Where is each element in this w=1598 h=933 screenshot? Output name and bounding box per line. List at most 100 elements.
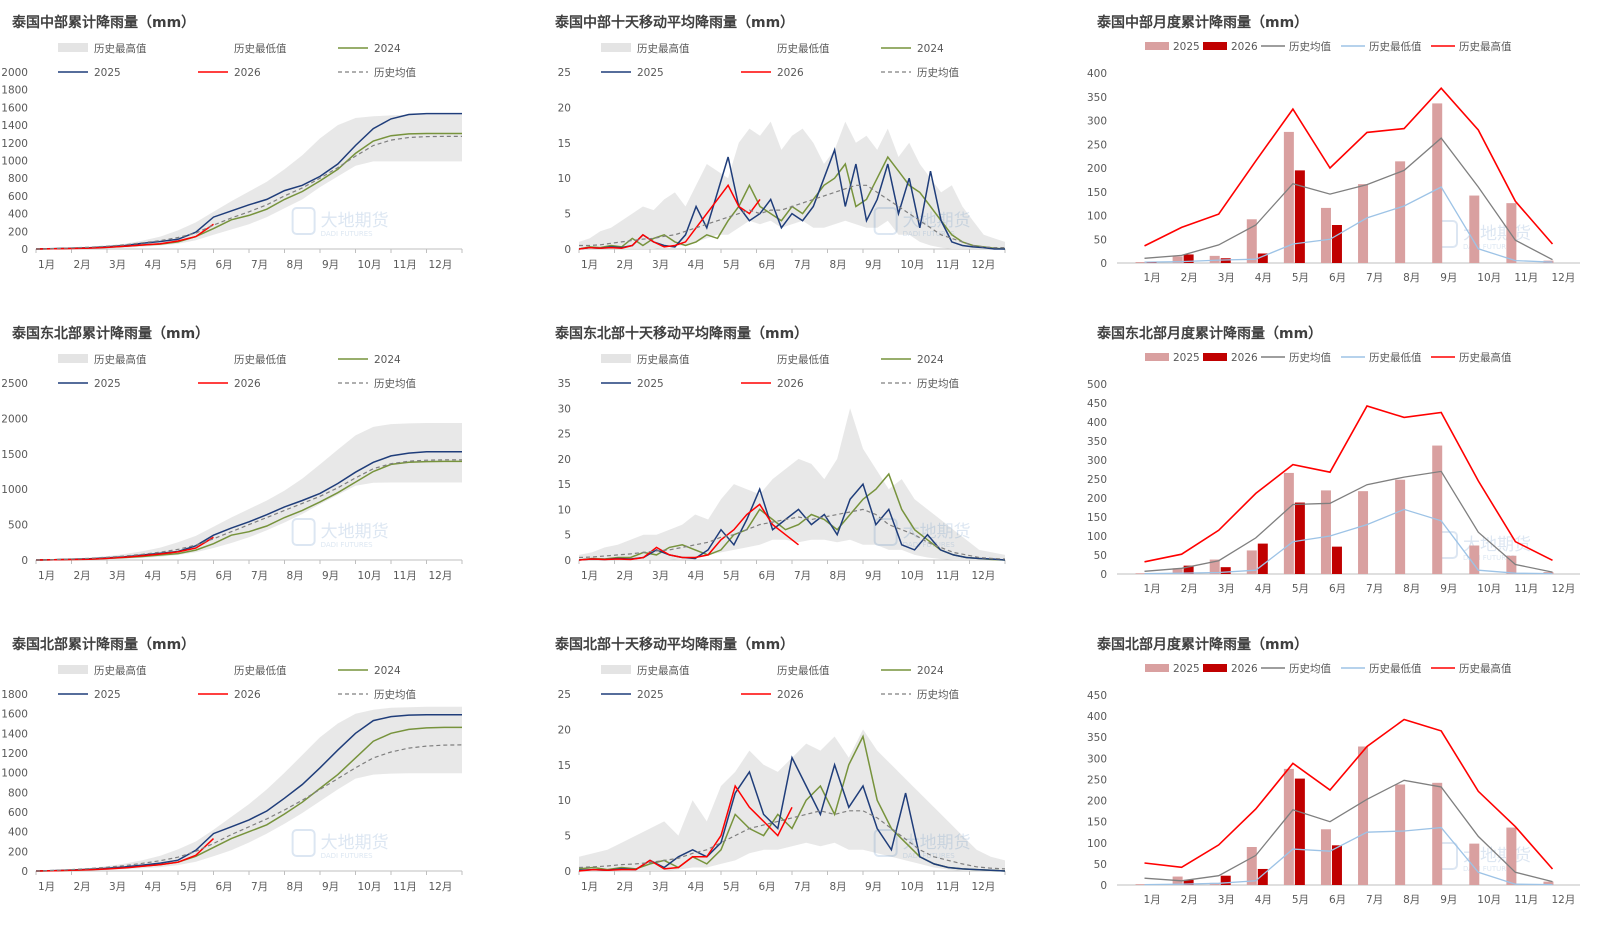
- legend-label: 2025: [94, 689, 121, 701]
- bar-2026: [1220, 567, 1231, 574]
- y-tick-label: 2000: [1, 67, 28, 79]
- y-tick-label: 0: [564, 866, 571, 878]
- x-tick-label: 7月: [251, 881, 268, 893]
- y-tick-label: 600: [8, 807, 28, 819]
- series-line-2026: [578, 503, 799, 561]
- legend-item: 2026: [198, 67, 261, 79]
- y-tick-label: 1500: [1, 449, 28, 461]
- series-line-avg: [578, 810, 1006, 870]
- x-tick-label: 11月: [1514, 894, 1538, 906]
- bar-2026: [1331, 845, 1342, 885]
- y-tick-label: 35: [558, 378, 571, 390]
- x-tick-label: 11月: [393, 570, 417, 582]
- series-line-avg: [35, 135, 462, 250]
- y-tick-label: 30: [558, 403, 571, 415]
- x-tick-label: 11月: [393, 881, 417, 893]
- legend-item: 2024: [881, 43, 944, 55]
- legend-label: 历史均值: [917, 377, 959, 390]
- bar-2025: [1469, 195, 1480, 263]
- watermark-logo: [873, 207, 898, 235]
- legend-label: 2026: [234, 378, 261, 390]
- x-tick-label: 9月: [865, 259, 882, 271]
- bar-2025: [1432, 445, 1443, 574]
- y-tick-label: 200: [8, 846, 28, 858]
- legend-item: 2025: [1145, 352, 1200, 364]
- x-tick-label: 9月: [322, 881, 339, 893]
- legend-label: 2026: [234, 689, 261, 701]
- legend-label: 历史最低值: [1369, 662, 1422, 675]
- legend-label: 2024: [374, 43, 401, 55]
- bar-2025: [1172, 568, 1183, 574]
- legend-swatch: [58, 43, 88, 52]
- x-tick-label: 9月: [1440, 894, 1457, 906]
- legend-item: 历史均值: [1261, 40, 1331, 53]
- watermark-logo: [291, 518, 316, 546]
- cumulative-chart-north: 历史最高值 历史最低值 2024 2025 2026 历史均值 0 200 400 600 800 1…: [1, 664, 463, 893]
- y-tick-label: 5: [564, 530, 571, 542]
- bar-2026: [1183, 879, 1194, 885]
- x-tick-label: 5月: [1292, 272, 1309, 284]
- x-tick-label: 6月: [759, 570, 776, 582]
- y-tick-label: 250: [1087, 139, 1107, 151]
- legend-label: 2024: [374, 354, 401, 366]
- legend-label: 历史均值: [1289, 351, 1331, 364]
- x-tick-label: 2月: [617, 881, 634, 893]
- x-tick-label: 7月: [1366, 894, 1383, 906]
- legend-item: 2026: [741, 378, 804, 390]
- y-tick-label: 800: [8, 173, 28, 185]
- legend-item: 历史均值: [1261, 351, 1331, 364]
- legend-label: 历史最高值: [94, 42, 147, 55]
- legend-item: 历史最低值: [1341, 351, 1422, 364]
- y-tick-label: 25: [558, 429, 571, 441]
- y-tick-label: 25: [558, 67, 571, 79]
- y-tick-label: 5: [564, 209, 571, 221]
- x-tick-label: 2月: [74, 881, 91, 893]
- panel-northeast-cumulative: 泰国东北部累计降雨量（mm） 历史最高值 历史最低值 2024 2025 2026 历史均…: [0, 311, 540, 621]
- x-tick-label: 2月: [1181, 583, 1198, 595]
- legend-item: 历史最高值: [58, 42, 147, 55]
- y-tick-label: 0: [564, 555, 571, 567]
- legend-swatch: [1145, 353, 1169, 361]
- line-hist-max: [1144, 405, 1553, 563]
- legend-item: 2024: [338, 43, 401, 55]
- bar-2025: [1135, 884, 1146, 885]
- legend-item: 历史均值: [338, 377, 416, 390]
- legend-item: 2025: [58, 67, 121, 79]
- series-line-2025: [578, 482, 1006, 561]
- legend-label: 历史均值: [917, 688, 959, 701]
- legend-label: 2026: [1231, 352, 1258, 364]
- legend-item: 历史均值: [881, 688, 959, 701]
- x-tick-label: 2月: [617, 259, 634, 271]
- legend-label: 2025: [94, 67, 121, 79]
- y-tick-label: 1400: [1, 120, 28, 132]
- bar-2025: [1320, 829, 1331, 885]
- y-tick-label: 800: [8, 787, 28, 799]
- bar-2025: [1358, 491, 1369, 574]
- bar-2025: [1469, 843, 1480, 885]
- x-tick-label: 8月: [287, 259, 304, 271]
- x-tick-label: 6月: [1329, 583, 1346, 595]
- y-tick-label: 350: [1087, 92, 1107, 104]
- y-tick-label: 10: [558, 795, 571, 807]
- x-tick-label: 8月: [287, 881, 304, 893]
- bar-2025: [1506, 555, 1517, 574]
- panel-central-moving-avg: 泰国中部十天移动平均降雨量（mm） 历史最高值 历史最低值 2024 2025 2026…: [543, 0, 1083, 310]
- x-tick-label: 11月: [1514, 272, 1538, 284]
- series-line-2025: [35, 713, 462, 872]
- x-tick-label: 10月: [358, 881, 382, 893]
- legend-label: 历史均值: [1289, 40, 1331, 53]
- y-tick-label: 200: [1087, 163, 1107, 175]
- watermark-sub: DADI FUTURES: [321, 852, 374, 860]
- y-tick-label: 400: [1087, 68, 1107, 80]
- y-tick-label: 25: [558, 689, 571, 701]
- x-tick-label: 4月: [1255, 894, 1272, 906]
- bar-2025: [1135, 262, 1146, 263]
- line-hist-avg: [1144, 137, 1553, 261]
- bar-2025: [1135, 573, 1146, 574]
- y-tick-label: 500: [1087, 379, 1107, 391]
- x-tick-label: 1月: [581, 570, 598, 582]
